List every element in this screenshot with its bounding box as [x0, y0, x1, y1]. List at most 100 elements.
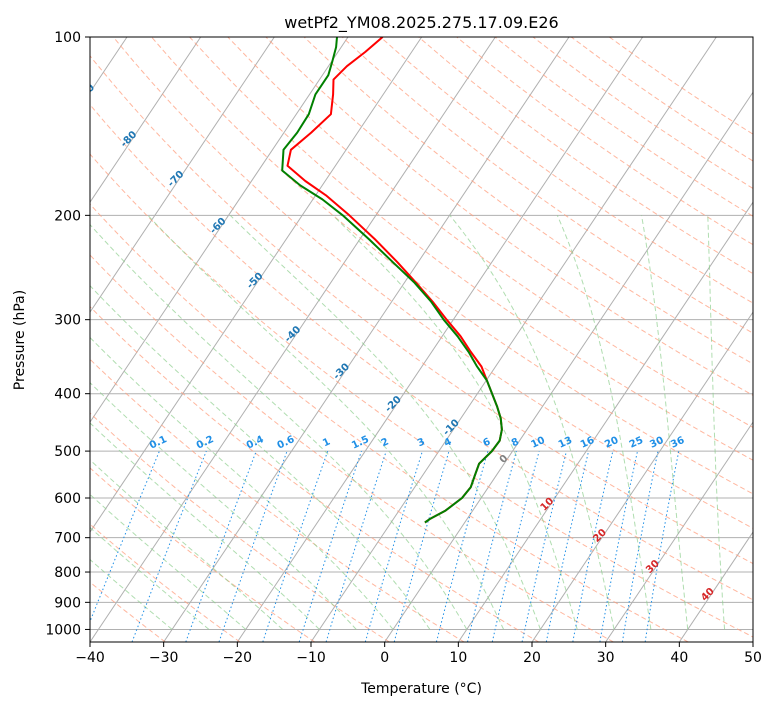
- x-tick-label: −30: [149, 650, 179, 666]
- isotherm-line: [163, 37, 570, 642]
- x-tick-label: 30: [597, 650, 615, 666]
- mixing-ratio-label: 16: [579, 435, 596, 451]
- mixing-ratio-label: 8: [510, 436, 521, 449]
- y-tick-label: 700: [54, 531, 81, 547]
- chart-title: wetPf2_YM08.2025.275.17.09.E26: [284, 13, 558, 33]
- background-lines: [90, 37, 753, 642]
- mixing-ratio-line: [467, 450, 517, 642]
- x-tick-label: −10: [296, 650, 326, 666]
- x-tick-label: 20: [523, 650, 541, 666]
- dry-adiabat-line: [90, 55, 753, 565]
- mixing-ratio-line: [298, 450, 362, 642]
- mixing-ratio-line: [131, 450, 207, 642]
- dry-adiabat-line: [90, 581, 166, 642]
- y-tick-label: 200: [54, 208, 81, 224]
- moist-adiabat-line: [90, 381, 357, 630]
- dry-adiabat-line: [341, 37, 753, 334]
- dry-adiabat-line: [90, 467, 315, 642]
- dry-adiabat-line: [380, 37, 753, 304]
- y-tick-label: 1000: [45, 622, 81, 638]
- mixing-ratio-label: 30: [648, 435, 665, 451]
- isotherm-line: [90, 37, 496, 642]
- y-tick-label: 400: [54, 387, 81, 403]
- mixing-ratio-line: [90, 450, 160, 623]
- x-axis-label: Temperature (°C): [360, 681, 482, 697]
- y-tick-label: 100: [54, 30, 81, 46]
- y-tick-label: 800: [54, 565, 81, 581]
- isotherm-line: [605, 421, 753, 642]
- dry-adiabat-line: [112, 37, 753, 529]
- mixing-ratio-label: 10: [530, 435, 547, 451]
- plot-frame: [89, 36, 754, 643]
- isotherm-line: [531, 311, 753, 642]
- moist-adiabat-line: [332, 214, 578, 630]
- isotherm-line: [384, 91, 753, 642]
- y-tick-label: 900: [54, 595, 81, 611]
- mixing-ratio-line: [521, 450, 567, 642]
- isotherm-line: [90, 37, 275, 314]
- mixing-ratio-label: 3: [416, 436, 427, 449]
- x-tick-label: −20: [223, 650, 253, 666]
- mixing-ratio-line: [491, 450, 540, 642]
- y-tick-label: 600: [54, 491, 81, 507]
- x-tick-label: 40: [670, 650, 688, 666]
- dry-adiabat-line: [90, 358, 465, 642]
- mixing-ratio-label: 1: [321, 436, 332, 449]
- isotherm-line: [310, 37, 717, 642]
- mixing-ratio-label: 13: [557, 435, 574, 451]
- moist-adiabat-line: [707, 215, 726, 630]
- mixing-ratio-line: [185, 450, 257, 642]
- mixing-ratio-label: 2: [380, 436, 391, 449]
- isotherm-line: [90, 37, 349, 423]
- moist-adiabat-line: [90, 526, 210, 630]
- y-tick-label: 300: [54, 313, 81, 329]
- moist-adiabat-line: [229, 214, 541, 630]
- moist-adiabat-line: [556, 215, 652, 630]
- mixing-ratio-line: [545, 450, 590, 642]
- isotherm-line: [457, 201, 753, 642]
- moist-adiabat-line: [147, 214, 505, 630]
- mixing-ratio-label: 20: [603, 435, 620, 451]
- mixing-ratio-line: [218, 450, 288, 642]
- isotherm-line: [90, 37, 423, 533]
- mixing-ratio-line: [393, 450, 450, 642]
- moist-adiabat-line: [641, 215, 689, 630]
- moist-adiabat-line: [90, 336, 394, 630]
- dry-adiabat-line: [227, 37, 753, 428]
- dry-adiabat-line: [90, 254, 614, 642]
- dry-adiabat-line: [151, 37, 753, 495]
- x-tick-label: 10: [449, 650, 467, 666]
- mixing-ratio-line: [262, 450, 329, 642]
- dewpoint-line: [281, 37, 503, 524]
- y-axis-ticks: 1000 900 800 700 600 500 400 300 200 100: [45, 30, 90, 638]
- mixing-ratio-line: [325, 450, 387, 642]
- y-axis-label: Pressure (hPa): [12, 290, 28, 390]
- mixing-ratio-label: 36: [669, 435, 686, 451]
- moist-adiabat-line: [90, 422, 320, 630]
- x-tick-label: 0: [380, 650, 389, 666]
- moist-adiabat-line: [90, 223, 468, 630]
- dry-adiabat-line: [90, 305, 540, 642]
- x-tick-label: 50: [744, 650, 762, 666]
- x-tick-label: −40: [75, 650, 105, 666]
- y-tick-label: 500: [54, 444, 81, 460]
- mixing-ratio-line: [435, 450, 489, 642]
- profile-lines: [281, 37, 503, 524]
- dry-adiabat-line: [189, 37, 753, 461]
- x-axis-ticks: −40 −30 −20 −10 0 10 20 30 40 50: [75, 642, 762, 666]
- dry-adiabat-line: [90, 412, 390, 642]
- dry-adiabat-line: [90, 203, 689, 642]
- isotherm-line: [90, 37, 202, 204]
- moist-adiabat-line: [90, 558, 173, 630]
- mixing-ratio-label: 25: [628, 435, 645, 451]
- moist-adiabat-line: [90, 493, 247, 630]
- dry-adiabat-line: [90, 153, 753, 638]
- mixing-ratio-label: 4: [442, 436, 453, 449]
- isotherm-line: [236, 37, 644, 642]
- mixing-ratio-line: [364, 450, 423, 642]
- isotherm-line: [678, 531, 753, 642]
- mixing-ratio-label: 6: [481, 436, 492, 449]
- theta-label: -90: [76, 82, 97, 103]
